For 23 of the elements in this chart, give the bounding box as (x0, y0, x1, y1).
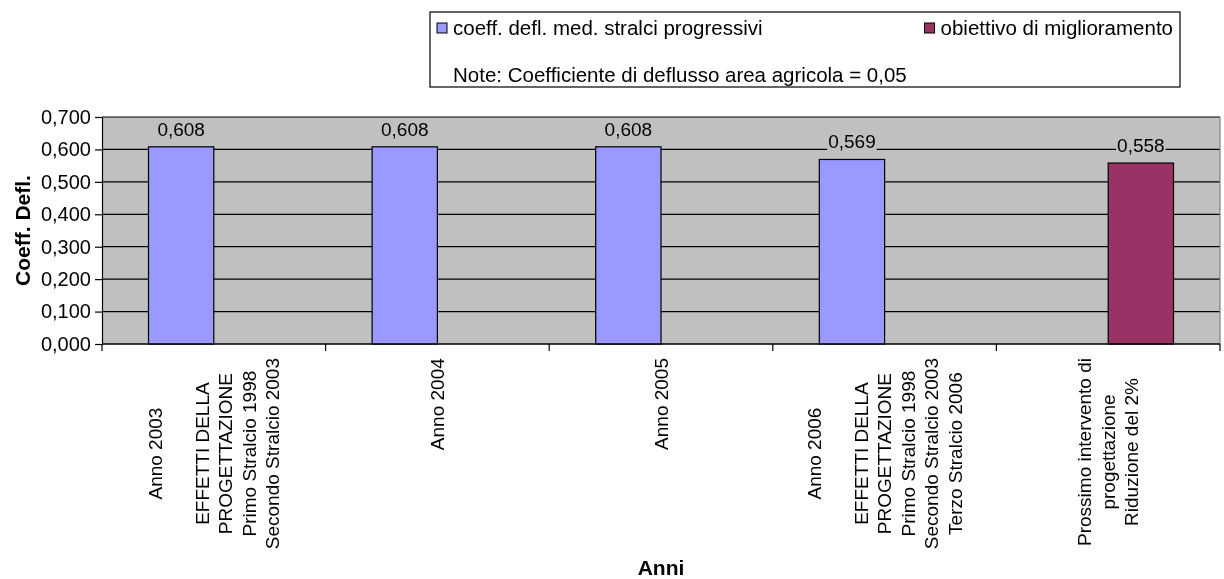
y-tick-label: 0,500 (40, 170, 91, 193)
x-tick-label: Anno 2005 (650, 358, 672, 450)
y-tick-label: 0,600 (40, 138, 91, 161)
y-tick-label: 0,700 (40, 105, 91, 128)
y-tick-label: 0,400 (40, 203, 91, 226)
x-axis-title: Anni (637, 556, 685, 579)
legend-label: coeff. defl. med. stralci progressivi (453, 16, 763, 39)
y-tick-label: 0,300 (40, 235, 91, 258)
y-tick-label: 0,200 (40, 268, 91, 291)
data-label: 0,569 (828, 131, 876, 153)
y-axis-title: Coeff. Defl. (10, 175, 34, 286)
data-label: 0,608 (604, 118, 653, 140)
x-tick-label: Prossimo intervento di progettazione Riduzione del 2% (1074, 358, 1143, 546)
legend-label: obiettivo di miglioramento (940, 16, 1173, 39)
data-label: 0,558 (1117, 135, 1165, 157)
data-label: 0,608 (157, 118, 205, 140)
text: Note: Coefficiente di deflusso area agricola = 0,05 (453, 63, 907, 86)
category-label: Anno 2006 EFFETTI DELLA PROGETTAZIONE Primo Stralcio 1998 Secondo Stralcio 2003 Terzo Stralcio 2006 (803, 358, 966, 550)
x-tick-label: Anno 2004 (427, 357, 449, 451)
data-label: 0,608 (380, 118, 429, 140)
y-tick-label: 0,100 (40, 300, 91, 323)
category-label: Anno 2003 EFFETTI DELLA PROGETTAZIONE Primo Stralcio 1998 Secondo Stralcio 2003 (144, 358, 284, 550)
y-tick-label: 0,000 (40, 332, 91, 355)
